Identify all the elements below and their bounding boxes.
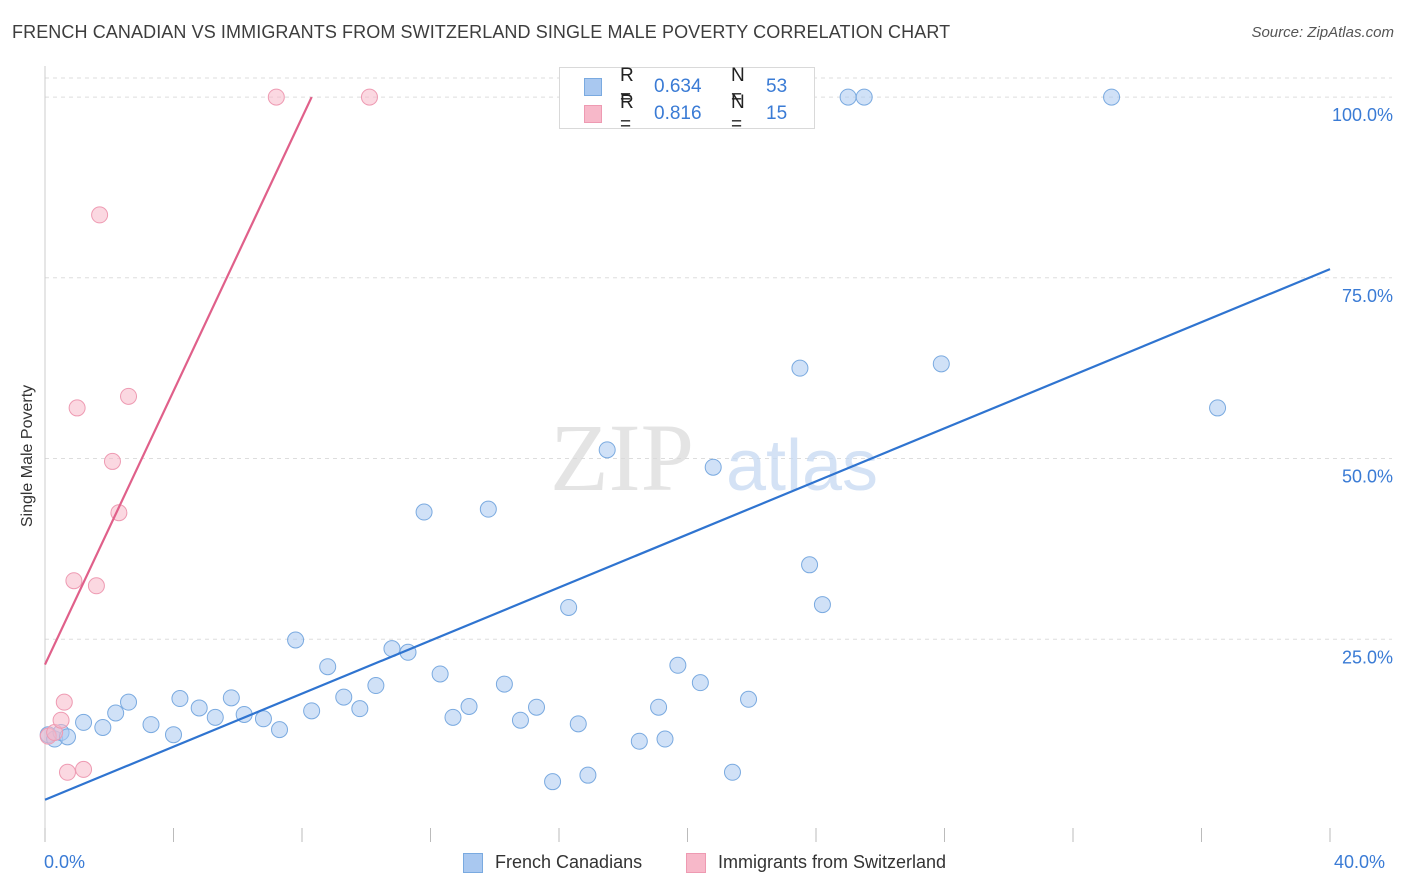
legend-n-value: 15 [766,103,788,124]
point-french-canadians [120,693,138,711]
trendline-french-canadians [44,268,1331,801]
axes [44,66,1331,842]
point-french-canadians [813,596,831,614]
point-immigrants-switzerland [87,577,105,595]
point-immigrants-switzerland [55,693,73,711]
point-french-canadians [444,708,462,726]
point-immigrants-switzerland [120,387,138,405]
point-french-canadians [415,503,433,521]
legend-n-label: N = [731,65,745,108]
watermark: ZIP atlas [550,404,878,511]
point-french-canadians [222,689,240,707]
correlation-legend: R = 0.634 N = 53 R = 0.816 N = 15 [559,65,815,135]
x-tick-label-max: 40.0% [1334,852,1386,872]
series-immigrants-switzerland [39,88,378,781]
point-french-canadians [630,732,648,750]
point-french-canadians [598,441,616,459]
legend-item-immigrants-switzerland[interactable]: Immigrants from Switzerland [686,852,946,873]
point-french-canadians [75,713,93,731]
point-french-canadians [431,665,449,683]
y-tick-labels: 25.0% 50.0% 75.0% 100.0% [1332,105,1393,667]
point-french-canadians [94,718,112,736]
point-immigrants-switzerland [52,711,70,729]
point-french-canadians [579,766,597,784]
point-french-canadians [704,458,722,476]
trendlines [44,96,1331,801]
point-french-canadians [479,500,497,518]
legend-r-value: 0.634 [654,76,702,97]
chart-title: FRENCH CANADIAN VS IMMIGRANTS FROM SWITZ… [12,22,951,42]
point-immigrants-switzerland [75,760,93,778]
legend-swatch-pink [584,105,602,123]
point-french-canadians [528,698,546,716]
point-french-canadians [1209,399,1227,417]
point-immigrants-switzerland [360,88,378,106]
legend-r-label: R = [620,65,634,108]
point-french-canadians [740,690,758,708]
legend-swatch-pink [686,852,706,873]
point-french-canadians [271,721,289,739]
point-french-canadians [351,700,369,718]
point-french-canadians [206,708,224,726]
point-french-canadians [107,704,125,722]
point-immigrants-switzerland [58,763,76,781]
legend-label: French Canadians [495,852,643,872]
point-french-canadians [791,359,809,377]
point-french-canadians [142,716,160,734]
source-credit: Source: ZipAtlas.com [1251,24,1394,41]
point-french-canadians [511,711,529,729]
gridlines [45,77,1392,640]
point-immigrants-switzerland [91,206,109,224]
y-tick-label: 50.0% [1342,467,1393,487]
point-french-canadians [544,773,562,791]
legend-r-value: 0.816 [654,103,702,124]
y-tick-label: 75.0% [1342,286,1393,306]
legend-swatch-blue [584,78,602,96]
point-french-canadians [495,675,513,693]
point-french-canadians [650,698,668,716]
y-tick-label: 100.0% [1332,105,1393,125]
point-french-canadians [569,715,587,733]
point-french-canadians [303,702,321,720]
point-french-canadians [254,710,272,728]
point-french-canadians [460,698,478,716]
legend-swatch-blue [463,852,483,873]
point-immigrants-switzerland [103,452,121,470]
series-french-canadians [39,88,1227,791]
point-french-canadians [839,88,857,106]
trendline-immigrants-switzerland [44,96,313,666]
point-french-canadians [656,730,674,748]
point-french-canadians [560,598,578,616]
x-tick-label-min: 0.0% [44,852,86,872]
point-french-canadians [319,658,337,676]
point-immigrants-switzerland [65,572,83,590]
legend-r-label: R = [620,92,634,135]
watermark-zip: ZIP [550,404,694,511]
legend-label: Immigrants from Switzerland [718,852,947,872]
point-french-canadians [367,677,385,695]
point-french-canadians [1103,88,1121,106]
y-tick-label: 25.0% [1342,647,1393,667]
point-french-canadians [855,88,873,106]
point-french-canadians [932,355,950,373]
point-french-canadians [165,726,182,744]
point-french-canadians [669,656,687,674]
series-legend: French Canadians Immigrants from Switzer… [0,852,1406,878]
legend-item-french-canadians[interactable]: French Canadians [463,852,642,873]
point-french-canadians [287,631,305,649]
point-immigrants-switzerland [68,399,86,417]
point-french-canadians [801,556,819,574]
point-immigrants-switzerland [267,88,285,106]
point-french-canadians [723,763,741,781]
point-french-canadians [171,690,189,708]
legend-n-label: N = [731,92,745,135]
point-french-canadians [691,674,709,692]
legend-n-value: 53 [766,76,788,97]
point-french-canadians [335,688,353,706]
point-french-canadians [190,699,208,717]
